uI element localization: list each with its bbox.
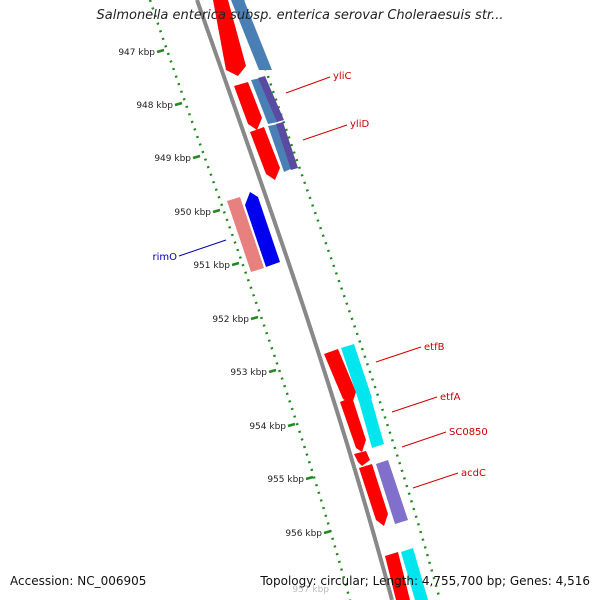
- cog-bar-yliD-a[interactable]: [268, 124, 293, 172]
- cog-bar-yliC-b[interactable]: [258, 76, 284, 122]
- gene-label-rimO[interactable]: rimO: [152, 252, 177, 263]
- tick-label-948: 948 kbp: [136, 101, 173, 111]
- gene-label-acdC[interactable]: acdC: [461, 468, 486, 479]
- cds-arrow-rimO[interactable]: [245, 192, 280, 267]
- tick-label-954: 954 kbp: [249, 422, 286, 432]
- cds-arrow-etfB[interactable]: [324, 349, 356, 404]
- cds-arrow-etfA[interactable]: [340, 397, 366, 452]
- cog-bar-yliC-a[interactable]: [251, 78, 278, 124]
- cds-arrow-SC0850[interactable]: [354, 451, 370, 466]
- cog-bar-etfB[interactable]: [341, 344, 372, 402]
- tick-label-950: 950 kbp: [174, 208, 211, 218]
- gene-label-yliD[interactable]: yliD: [350, 119, 369, 130]
- cds-arrow-yliD[interactable]: [250, 127, 280, 180]
- map-title: Salmonella enterica subsp. enterica sero…: [96, 8, 504, 23]
- genome-summary: Topology: circular; Length: 4,755,700 bp…: [260, 574, 590, 588]
- tick-label-956: 956 kbp: [285, 529, 322, 539]
- tick-label-952: 952 kbp: [212, 315, 249, 325]
- cds-arrow[interactable]: [385, 552, 410, 600]
- tick-label-955: 955 kbp: [267, 475, 304, 485]
- genome-backbone: [195, 0, 394, 600]
- cds-arrow-yliC[interactable]: [234, 82, 262, 130]
- gene-label-etfB[interactable]: etfB: [424, 342, 445, 353]
- cog-bar-acdC[interactable]: [376, 460, 408, 524]
- cog-bar[interactable]: [231, 0, 272, 70]
- cds-arrow[interactable]: [213, 0, 246, 76]
- cog-bar-rimO[interactable]: [227, 197, 264, 272]
- cog-bar[interactable]: [401, 548, 428, 600]
- tick-label-951: 951 kbp: [193, 261, 230, 271]
- cog-bar-yliD-b[interactable]: [276, 122, 298, 170]
- cog-bar-etfA[interactable]: [358, 394, 384, 448]
- tick-label-957: 957 kbp: [292, 585, 329, 595]
- tick-label-949: 949 kbp: [154, 154, 191, 164]
- gene-features: [213, 0, 428, 600]
- ruler-line-right: [241, 0, 442, 600]
- cds-arrow-acdC[interactable]: [359, 464, 388, 526]
- gene-label-yliC[interactable]: yliC: [333, 71, 351, 82]
- tick-marks: [156, 48, 332, 535]
- tick-label-953: 953 kbp: [230, 368, 267, 378]
- tick-label-947: 947 kbp: [118, 48, 155, 58]
- accession-label: Accession: NC_006905: [10, 574, 147, 588]
- gene-label-etfA[interactable]: etfA: [440, 392, 461, 403]
- ruler-line-left: [148, 0, 352, 600]
- gene-label-SC0850[interactable]: SC0850: [449, 427, 488, 438]
- gene-leaders: [178, 76, 459, 489]
